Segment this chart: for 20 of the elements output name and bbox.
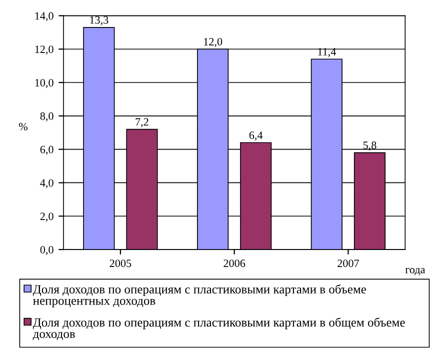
data-label: 6,4 xyxy=(249,132,263,141)
x-tick-label: 2005 xyxy=(110,260,132,268)
y-tick-label: 10,0 xyxy=(35,78,54,88)
x-axis-title: года xyxy=(405,268,426,276)
data-label: 7,2 xyxy=(136,118,148,128)
data-label: 12,0 xyxy=(204,38,222,48)
data-label: 5,8 xyxy=(363,142,376,151)
legend-label: Доля доходов по операциям с пластиковыми картами в объеме непроцентных доходов xyxy=(32,284,366,308)
y-tick-label: 0,0 xyxy=(40,246,54,256)
y-tick-label: 14,0 xyxy=(35,12,54,22)
y-axis-title: % xyxy=(18,122,28,130)
y-tick-label: 8,0 xyxy=(40,112,54,122)
y-tick-label: 6,0 xyxy=(40,146,54,155)
data-label: 13,3 xyxy=(90,16,108,26)
legend-label: Доля доходов по операциям с пластиковыми картами в общем объеме доходов xyxy=(32,318,405,340)
y-tick-label: 12,0 xyxy=(35,46,54,55)
y-tick-label: 4,0 xyxy=(40,179,54,188)
y-tick-label: 2,0 xyxy=(40,212,54,222)
x-tick-label: 2006 xyxy=(224,260,246,268)
x-tick-label: 2007 xyxy=(338,260,359,268)
